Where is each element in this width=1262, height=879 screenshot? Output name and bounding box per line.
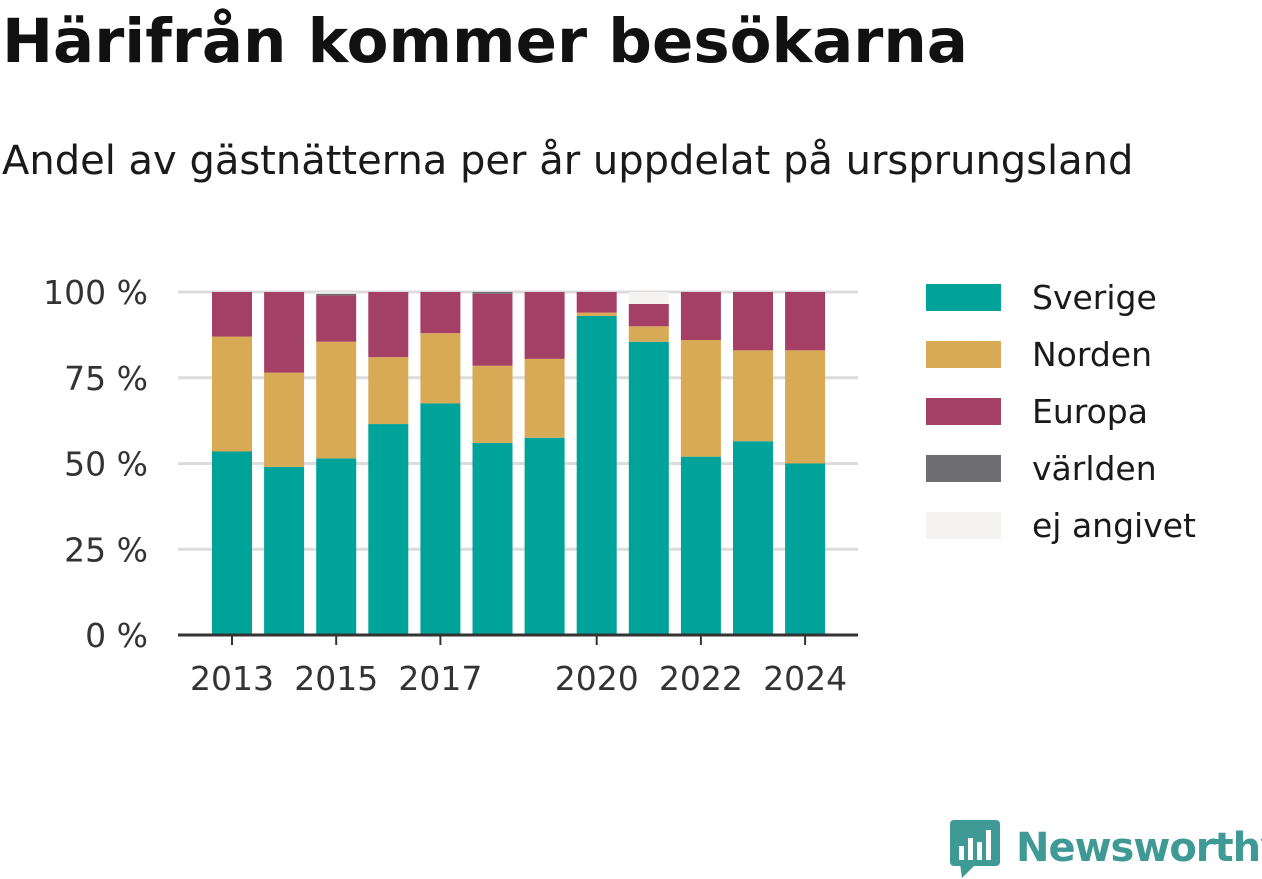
bar-segment bbox=[368, 357, 409, 425]
bar-segment bbox=[420, 333, 461, 404]
bar-segment bbox=[472, 293, 513, 366]
x-tick-label: 2020 bbox=[555, 659, 639, 698]
bar-segment bbox=[264, 466, 305, 635]
y-tick-label: 25 % bbox=[64, 530, 148, 569]
bar-segment bbox=[628, 292, 669, 305]
legend-swatch bbox=[926, 398, 1001, 425]
bar-segment bbox=[524, 292, 565, 359]
bar-segment bbox=[680, 340, 721, 457]
bar-segment bbox=[785, 292, 826, 351]
newsworthy-logo: Newsworthy bbox=[950, 818, 1262, 878]
bar-segment bbox=[212, 336, 252, 452]
bar-segment bbox=[472, 292, 513, 294]
bar-segment bbox=[733, 292, 773, 351]
bar-segment bbox=[472, 365, 513, 443]
bar-segment bbox=[628, 326, 669, 342]
legend-label: världen bbox=[1032, 449, 1157, 488]
y-tick-label: 0 % bbox=[85, 616, 148, 655]
x-tick-label: 2022 bbox=[659, 659, 743, 698]
y-tick-label: 100 % bbox=[43, 273, 148, 312]
legend-label: ej angivet bbox=[1032, 506, 1196, 545]
x-tick-label: 2013 bbox=[190, 659, 274, 698]
chart-subtitle: Andel av gästnätterna per år uppdelat på… bbox=[2, 138, 1134, 184]
bar-segment bbox=[264, 292, 305, 373]
stacked-bar-chart: 0 % 25 % 50 % 75 % 100 % 2013 2015 2017 2020 2022… bbox=[43, 273, 1196, 698]
legend-label: Norden bbox=[1032, 335, 1152, 374]
legend-swatch bbox=[926, 284, 1001, 311]
legend-label: Europa bbox=[1032, 392, 1148, 431]
brand-name: Newsworthy bbox=[1016, 825, 1262, 871]
bar-segment bbox=[733, 441, 773, 635]
bar-segment bbox=[368, 424, 409, 635]
bar-segment bbox=[628, 341, 669, 635]
bar-segment bbox=[576, 316, 617, 635]
legend-swatch bbox=[926, 341, 1001, 368]
bar-segment bbox=[264, 372, 305, 467]
bar-segment bbox=[420, 292, 461, 334]
legend-swatch bbox=[926, 455, 1001, 482]
bar-segment bbox=[785, 463, 826, 635]
bar-segment bbox=[316, 341, 357, 459]
y-tick-label: 75 % bbox=[64, 359, 148, 398]
chart-title: Härifrån kommer besökarna bbox=[2, 6, 968, 77]
bar-segment bbox=[316, 292, 357, 294]
bar-segment bbox=[212, 292, 252, 337]
bar-segment bbox=[316, 458, 357, 635]
bar-segment bbox=[576, 292, 617, 313]
bar-segment bbox=[524, 358, 565, 438]
bar-segment bbox=[212, 451, 252, 635]
bar-segment bbox=[680, 292, 721, 341]
x-tick-label: 2017 bbox=[398, 659, 482, 698]
bar-segment bbox=[316, 295, 357, 342]
bar-segment bbox=[628, 304, 669, 327]
bar-segment bbox=[316, 293, 357, 296]
bar-chart-speech-bubble-icon bbox=[950, 820, 1000, 878]
bar-segment bbox=[733, 350, 773, 442]
bar-segment bbox=[576, 312, 617, 317]
x-tick-label: 2015 bbox=[294, 659, 378, 698]
legend-swatch bbox=[926, 512, 1001, 539]
bar-segment bbox=[785, 350, 826, 464]
bar-segment bbox=[368, 292, 409, 358]
bar-segment bbox=[680, 456, 721, 635]
bar-segment bbox=[472, 442, 513, 635]
x-tick-label: 2024 bbox=[763, 659, 847, 698]
bar-segment bbox=[420, 403, 461, 635]
legend-label: Sverige bbox=[1032, 278, 1157, 317]
bar-segment bbox=[524, 437, 565, 635]
y-tick-label: 50 % bbox=[64, 445, 148, 484]
